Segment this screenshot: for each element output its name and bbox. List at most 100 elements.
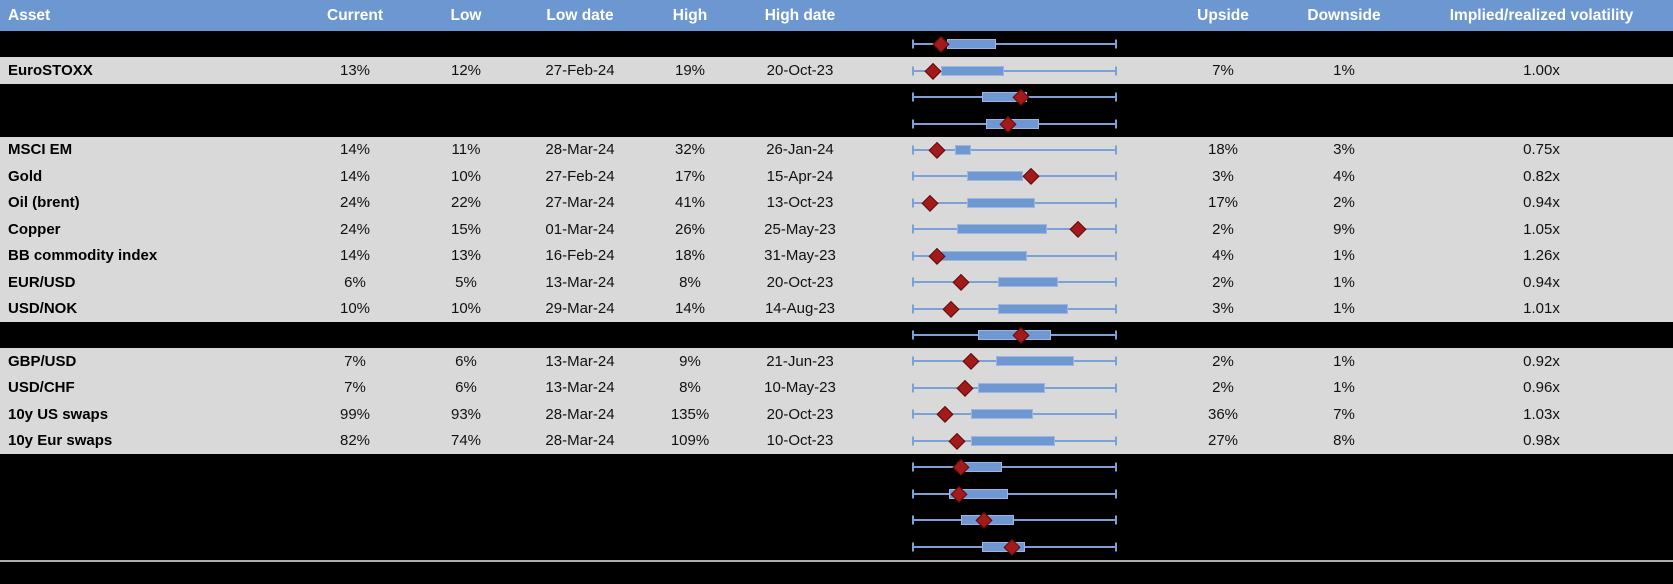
cell-high[interactable]: 9% — [679, 352, 701, 370]
cell-high_date[interactable]: 20-Oct-23 — [766, 405, 834, 423]
cell-high[interactable]: 19% — [674, 62, 706, 80]
cell-high_date[interactable]: 26-Jan-24 — [766, 141, 834, 159]
cell-low[interactable]: 6% — [455, 352, 477, 370]
cell-upside[interactable]: 2% — [1212, 352, 1234, 370]
column-header-low_date[interactable]: Low date — [546, 6, 614, 24]
cell-asset[interactable]: EuroSTOXX — [8, 62, 93, 80]
cell-high_date[interactable]: 20-Oct-23 — [766, 273, 834, 291]
cell-upside[interactable]: 7% — [1212, 62, 1234, 80]
cell-low_date[interactable]: 27-Feb-24 — [545, 62, 615, 80]
cell-low[interactable]: 13% — [450, 247, 482, 265]
cell-low_date[interactable]: 01-Mar-24 — [545, 220, 615, 238]
cell-downside[interactable]: 1% — [1333, 273, 1355, 291]
cell-low_date[interactable]: 28-Mar-24 — [545, 405, 615, 423]
cell-implied_realized[interactable]: 1.05x — [1523, 220, 1560, 238]
cell-downside[interactable]: 2% — [1333, 194, 1355, 212]
cell-asset[interactable]: 10y Eur swaps — [8, 432, 113, 450]
cell-low_date[interactable]: 27-Feb-24 — [545, 167, 615, 185]
cell-current[interactable]: 6% — [344, 273, 366, 291]
column-header-downside[interactable]: Downside — [1307, 6, 1381, 24]
column-header-asset[interactable]: Asset — [8, 6, 51, 24]
cell-high_date[interactable]: 31-May-23 — [764, 247, 836, 265]
cell-upside[interactable]: 36% — [1207, 405, 1239, 423]
column-header-implied_realized[interactable]: Implied/realized volatility — [1449, 6, 1634, 24]
cell-downside[interactable]: 9% — [1333, 220, 1355, 238]
cell-current[interactable]: 13% — [339, 62, 371, 80]
cell-asset[interactable]: USD/NOK — [8, 300, 78, 318]
column-header-low[interactable]: Low — [450, 6, 482, 24]
cell-current[interactable]: 24% — [339, 220, 371, 238]
cell-low_date[interactable]: 27-Mar-24 — [545, 194, 615, 212]
cell-high_date[interactable]: 15-Apr-24 — [766, 167, 834, 185]
cell-low_date[interactable]: 28-Mar-24 — [545, 141, 615, 159]
cell-implied_realized[interactable]: 1.00x — [1523, 62, 1560, 80]
cell-current[interactable]: 24% — [339, 194, 371, 212]
cell-asset[interactable]: Copper — [8, 220, 61, 238]
cell-low[interactable]: 93% — [450, 405, 482, 423]
cell-upside[interactable]: 2% — [1212, 379, 1234, 397]
cell-asset[interactable]: USD/CHF — [8, 379, 75, 397]
cell-upside[interactable]: 17% — [1207, 194, 1239, 212]
cell-current[interactable]: 7% — [344, 379, 366, 397]
cell-high[interactable]: 32% — [674, 141, 706, 159]
cell-current[interactable]: 14% — [339, 141, 371, 159]
cell-implied_realized[interactable]: 0.94x — [1523, 194, 1560, 212]
cell-implied_realized[interactable]: 0.96x — [1523, 379, 1560, 397]
cell-downside[interactable]: 1% — [1333, 300, 1355, 318]
cell-implied_realized[interactable]: 0.82x — [1523, 167, 1560, 185]
cell-low[interactable]: 10% — [450, 300, 482, 318]
cell-upside[interactable]: 18% — [1207, 141, 1239, 159]
cell-upside[interactable]: 3% — [1212, 300, 1234, 318]
cell-high[interactable]: 26% — [674, 220, 706, 238]
cell-current[interactable]: 10% — [339, 300, 371, 318]
cell-low[interactable]: 10% — [450, 167, 482, 185]
cell-downside[interactable]: 8% — [1333, 432, 1355, 450]
column-header-current[interactable]: Current — [327, 6, 383, 24]
column-header-high[interactable]: High — [672, 6, 708, 24]
cell-downside[interactable]: 1% — [1333, 352, 1355, 370]
cell-downside[interactable]: 7% — [1333, 405, 1355, 423]
cell-current[interactable]: 7% — [344, 352, 366, 370]
cell-current[interactable]: 82% — [339, 432, 371, 450]
cell-downside[interactable]: 1% — [1333, 379, 1355, 397]
cell-high[interactable]: 109% — [670, 432, 710, 450]
cell-implied_realized[interactable]: 1.03x — [1523, 405, 1560, 423]
cell-high_date[interactable]: 25-May-23 — [764, 220, 836, 238]
cell-current[interactable]: 99% — [339, 405, 371, 423]
cell-implied_realized[interactable]: 0.75x — [1523, 141, 1560, 159]
cell-low[interactable]: 12% — [450, 62, 482, 80]
cell-high[interactable]: 41% — [674, 194, 706, 212]
cell-implied_realized[interactable]: 1.01x — [1523, 300, 1560, 318]
cell-upside[interactable]: 3% — [1212, 167, 1234, 185]
cell-implied_realized[interactable]: 0.98x — [1523, 432, 1560, 450]
cell-low[interactable]: 5% — [455, 273, 477, 291]
cell-upside[interactable]: 27% — [1207, 432, 1239, 450]
cell-implied_realized[interactable]: 0.94x — [1523, 273, 1560, 291]
cell-low_date[interactable]: 13-Mar-24 — [545, 273, 615, 291]
cell-high[interactable]: 17% — [674, 167, 706, 185]
cell-high_date[interactable]: 21-Jun-23 — [766, 352, 834, 370]
cell-asset[interactable]: 10y US swaps — [8, 405, 109, 423]
cell-low_date[interactable]: 16-Feb-24 — [545, 247, 615, 265]
cell-high_date[interactable]: 10-May-23 — [764, 379, 836, 397]
cell-high[interactable]: 135% — [670, 405, 710, 423]
cell-low[interactable]: 15% — [450, 220, 482, 238]
cell-asset[interactable]: GBP/USD — [8, 352, 77, 370]
cell-low[interactable]: 11% — [451, 141, 481, 159]
cell-current[interactable]: 14% — [339, 247, 371, 265]
cell-downside[interactable]: 1% — [1333, 62, 1355, 80]
cell-high[interactable]: 8% — [679, 273, 701, 291]
cell-low_date[interactable]: 28-Mar-24 — [545, 432, 615, 450]
cell-current[interactable]: 14% — [339, 167, 371, 185]
cell-asset[interactable]: Oil (brent) — [8, 194, 80, 212]
cell-asset[interactable]: EUR/USD — [8, 273, 76, 291]
cell-high[interactable]: 18% — [674, 247, 706, 265]
column-header-upside[interactable]: Upside — [1197, 6, 1249, 24]
cell-low_date[interactable]: 13-Mar-24 — [545, 379, 615, 397]
column-header-high_date[interactable]: High date — [764, 6, 836, 24]
cell-high[interactable]: 8% — [679, 379, 701, 397]
cell-low[interactable]: 6% — [455, 379, 477, 397]
cell-downside[interactable]: 1% — [1333, 247, 1355, 265]
cell-low[interactable]: 22% — [450, 194, 482, 212]
cell-asset[interactable]: MSCI EM — [8, 141, 73, 159]
